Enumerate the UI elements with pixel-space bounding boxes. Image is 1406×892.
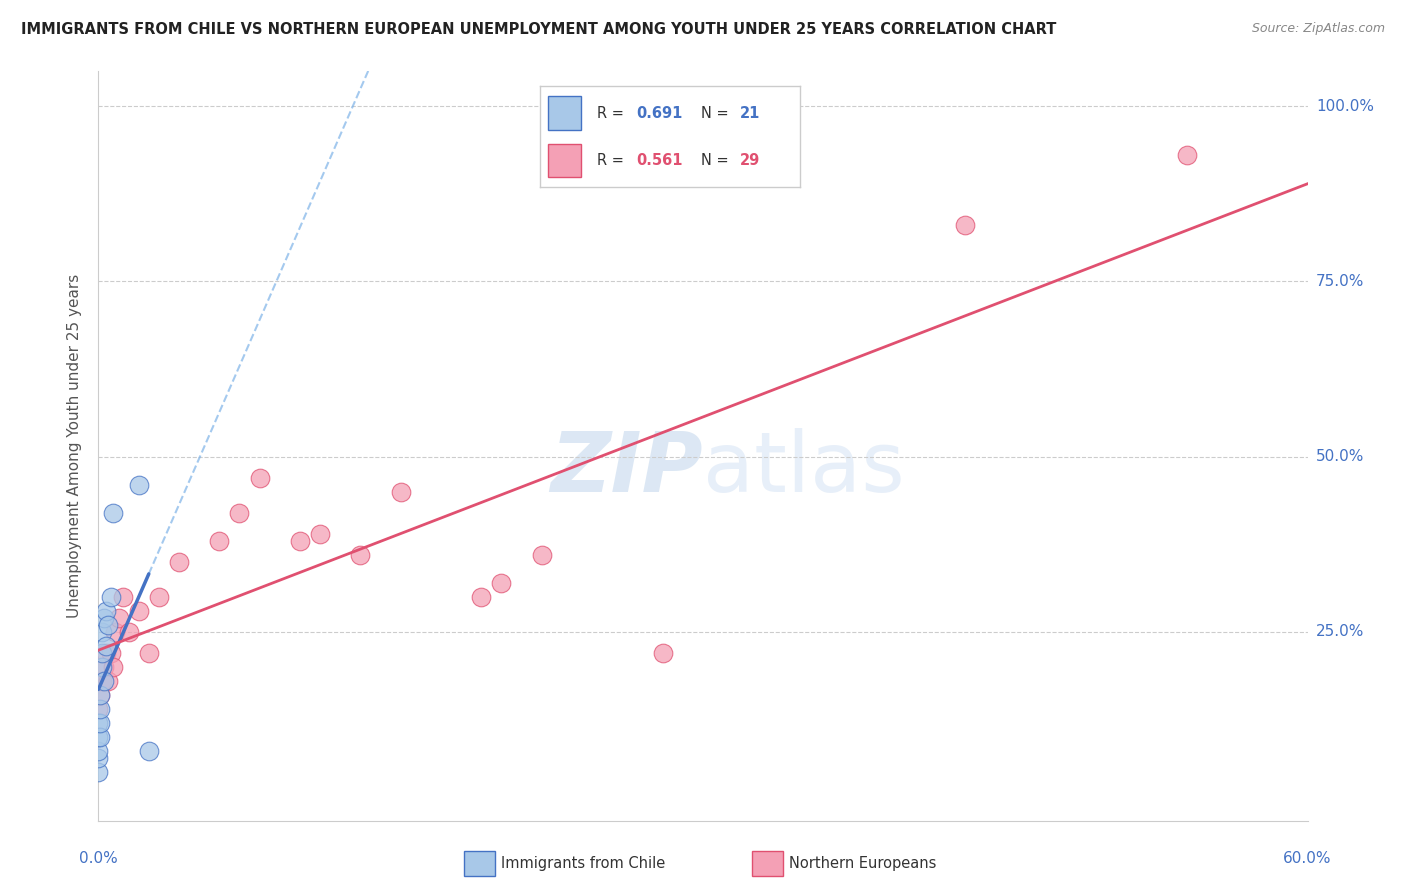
Point	[96, 639, 118, 653]
Point	[87, 701, 110, 715]
Point	[953, 219, 976, 233]
Point	[128, 603, 150, 617]
Point	[91, 659, 114, 673]
Point	[530, 548, 553, 562]
Point	[87, 715, 110, 730]
Point	[89, 715, 111, 730]
Point	[249, 470, 271, 484]
Point	[87, 764, 110, 779]
Point	[288, 533, 311, 548]
Text: IMMIGRANTS FROM CHILE VS NORTHERN EUROPEAN UNEMPLOYMENT AMONG YOUTH UNDER 25 YEA: IMMIGRANTS FROM CHILE VS NORTHERN EUROPE…	[21, 22, 1056, 37]
Point	[1175, 148, 1198, 162]
Point	[87, 730, 110, 744]
Point	[96, 603, 118, 617]
Point	[349, 548, 371, 562]
Text: 0.0%: 0.0%	[79, 851, 118, 866]
Point	[89, 701, 111, 715]
Text: 100.0%: 100.0%	[1316, 99, 1374, 114]
Point	[111, 590, 134, 604]
Point	[93, 659, 115, 673]
Text: 60.0%: 60.0%	[1284, 851, 1331, 866]
Text: Immigrants from Chile: Immigrants from Chile	[501, 856, 665, 871]
Point	[93, 610, 115, 624]
Point	[228, 506, 250, 520]
Point	[87, 743, 110, 757]
Text: Northern Europeans: Northern Europeans	[789, 856, 936, 871]
Text: 75.0%: 75.0%	[1316, 274, 1364, 289]
Point	[208, 533, 231, 548]
Point	[91, 673, 114, 688]
Point	[470, 590, 492, 604]
Point	[96, 646, 118, 660]
Point	[103, 624, 125, 639]
Point	[128, 477, 150, 491]
Point	[89, 688, 111, 702]
Point	[89, 730, 111, 744]
Point	[148, 590, 170, 604]
Point	[91, 624, 114, 639]
Point	[107, 610, 129, 624]
Point	[101, 506, 124, 520]
Point	[93, 673, 115, 688]
Point	[651, 646, 673, 660]
Text: 50.0%: 50.0%	[1316, 449, 1364, 464]
Point	[118, 624, 141, 639]
Point	[491, 575, 513, 590]
Point	[138, 743, 160, 757]
Point	[100, 646, 122, 660]
Text: 25.0%: 25.0%	[1316, 624, 1364, 639]
Point	[97, 617, 120, 632]
Point	[309, 526, 332, 541]
Point	[97, 673, 120, 688]
Point	[91, 646, 114, 660]
Text: ZIP: ZIP	[550, 428, 703, 509]
Point	[138, 646, 160, 660]
Point	[167, 555, 190, 569]
Point	[101, 659, 124, 673]
Point	[100, 590, 122, 604]
Text: atlas: atlas	[703, 428, 904, 509]
Y-axis label: Unemployment Among Youth under 25 years: Unemployment Among Youth under 25 years	[67, 274, 83, 618]
Point	[389, 484, 412, 499]
Text: Source: ZipAtlas.com: Source: ZipAtlas.com	[1251, 22, 1385, 36]
Point	[89, 688, 111, 702]
Point	[87, 750, 110, 764]
